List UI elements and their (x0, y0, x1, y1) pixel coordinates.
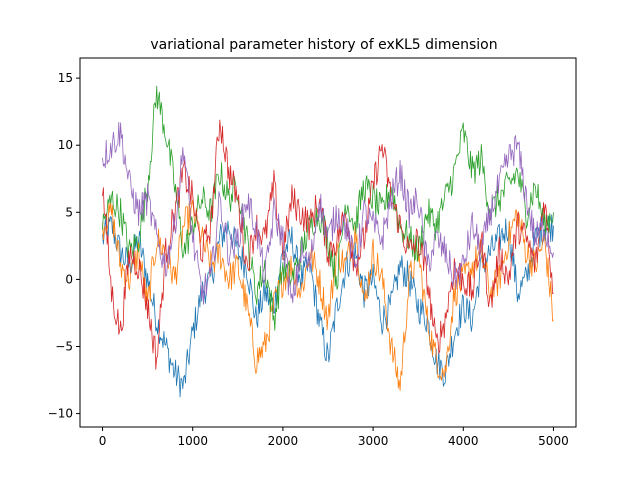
series-layer (102, 85, 554, 398)
x-axis: 0 1000 2000 3000 4000 5000 (99, 427, 569, 448)
x-tick-label: 5000 (538, 434, 569, 448)
x-tick-label: 0 (99, 434, 107, 448)
series-line-5 (102, 122, 554, 305)
x-tick-label: 3000 (358, 434, 389, 448)
y-tick-label: 10 (58, 138, 73, 152)
series-line-2 (102, 199, 554, 391)
series-line-4 (102, 119, 554, 370)
y-tick-label: −10 (48, 407, 73, 421)
axes-frame (79, 57, 577, 428)
chart-title: variational parameter history of exKL5 d… (150, 37, 497, 53)
x-tick-label: 2000 (268, 434, 299, 448)
y-tick-label: 15 (58, 71, 73, 85)
x-tick-label: 1000 (177, 434, 208, 448)
y-tick-label: 0 (65, 272, 73, 286)
y-tick-label: −5 (55, 339, 73, 353)
series-line-1 (102, 214, 554, 398)
y-axis: −10 −5 0 5 10 15 (48, 71, 80, 421)
plot-area (79, 57, 577, 428)
y-tick-label: 5 (65, 205, 73, 219)
x-tick-label: 4000 (448, 434, 479, 448)
